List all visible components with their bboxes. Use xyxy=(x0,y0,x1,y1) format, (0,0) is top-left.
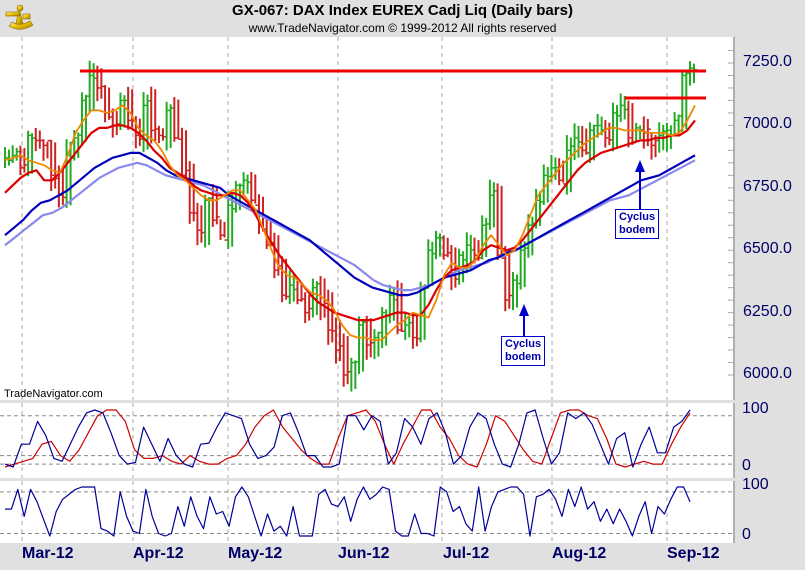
ma-fast-line xyxy=(4,104,696,342)
annotation-arrowhead-up-icon xyxy=(519,304,529,316)
date-tick-jul: Jul-12 xyxy=(443,545,490,562)
osc1-fast-line xyxy=(4,409,691,468)
price-tick-6000: 6000.0 xyxy=(743,365,792,382)
date-tick-apr: Apr-12 xyxy=(133,545,184,562)
price-tick-7000: 7000.0 xyxy=(743,115,792,132)
annotation-arrowhead-up-icon xyxy=(635,160,645,172)
date-tick-mar: Mar-12 xyxy=(22,545,74,562)
date-tick-aug: Aug-12 xyxy=(552,545,607,562)
sextant-icon xyxy=(5,4,34,30)
osc2-line xyxy=(5,486,691,537)
price-tick-6250: 6250.0 xyxy=(743,303,792,320)
ma-slowest-line xyxy=(4,159,696,292)
date-tick-jun: Jun-12 xyxy=(338,545,390,562)
watermark-text: TradeNavigator.com xyxy=(4,388,103,400)
ma-slow-line xyxy=(4,151,696,297)
chart-title: GX-067: DAX Index EUREX Cadj Liq (Daily … xyxy=(232,2,573,19)
price-tick-6500: 6500.0 xyxy=(743,240,792,257)
chart-subtitle: www.TradeNavigator.com © 1999-2012 All r… xyxy=(248,21,557,35)
osc1-tick-100: 100 xyxy=(742,400,769,417)
annotation-cyclus-bodem-jul: Cyclus bodem xyxy=(501,336,546,366)
price-tick-6750: 6750.0 xyxy=(743,178,792,195)
chart-header: GX-067: DAX Index EUREX Cadj Liq (Daily … xyxy=(0,0,805,37)
oscillator-pane-2 xyxy=(0,481,734,543)
osc2-tick-100: 100 xyxy=(742,476,769,493)
date-tick-sep: Sep-12 xyxy=(667,545,720,562)
ma-mid-line xyxy=(4,119,696,322)
osc1-tick-0: 0 xyxy=(742,457,751,474)
annotation-cyclus-bodem-aug: Cyclus bodem xyxy=(615,209,660,239)
osc2-tick-0: 0 xyxy=(742,526,751,543)
date-tick-may: May-12 xyxy=(228,545,283,562)
price-tick-7250: 7250.0 xyxy=(743,53,792,70)
